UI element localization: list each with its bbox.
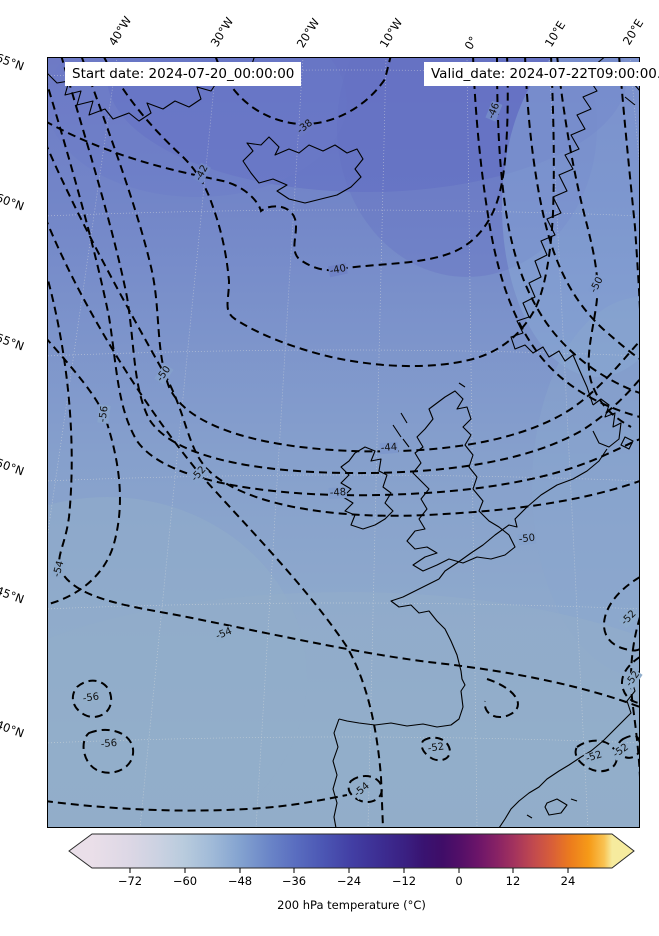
coast-portugal <box>332 718 340 828</box>
colorbar-tick-label-0: 0 <box>455 874 463 888</box>
colorbar-gradient-bar <box>68 833 635 869</box>
coast-great-britain <box>406 390 516 572</box>
map-border <box>47 57 640 828</box>
top-tick-label-10°E: 10°E <box>541 18 569 50</box>
colorbar-tick-label-24: 24 <box>560 874 576 888</box>
coast-iceland <box>242 136 364 204</box>
left-tick-label-40°N: 40°N <box>0 717 27 741</box>
temperature-contour-lines <box>47 57 640 828</box>
top-tick-label-10°W: 10°W <box>376 15 406 51</box>
map-canvas <box>47 57 640 828</box>
colorbar-tickmarks <box>129 868 569 873</box>
colorbar-tick-label-−48: −48 <box>227 874 253 888</box>
top-tick-label-30°W: 30°W <box>207 14 237 50</box>
map-axes: -38 -40 -42 -46 -44 -48 -50 -52 -56 -54 -50 -50 -54-… <box>47 57 659 828</box>
colorbar-tick-label-−60: −60 <box>172 874 198 888</box>
coast-mallorca <box>544 798 568 816</box>
coast-norway <box>510 57 606 406</box>
contour-label-minus44: -44 <box>379 441 399 455</box>
colorbar-axis-label: 200 hPa temperature (°C) <box>277 898 426 912</box>
colorbar-tick-label-12: 12 <box>505 874 521 888</box>
coast-ireland <box>340 446 394 530</box>
colorbar-tick-label-−36: −36 <box>281 874 307 888</box>
left-tick-label-45°N: 45°N <box>0 583 27 607</box>
top-tick-label-40°W: 40°W <box>105 13 135 49</box>
top-tick-label-20°E: 20°E <box>619 16 647 48</box>
colorbar-tick-label-−72: −72 <box>117 874 143 888</box>
temperature-fill-field <box>47 57 640 828</box>
colorbar-tick-label-−12: −12 <box>391 874 417 888</box>
contour-label-minus48: -48 <box>328 487 348 499</box>
colorbar-tick-label-−24: −24 <box>336 874 362 888</box>
top-tick-label-20°W: 20°W <box>293 15 323 51</box>
left-tick-label-65°N: 65°N <box>0 50 27 74</box>
coast-denmark <box>592 398 622 448</box>
left-tick-label-55°N: 55°N <box>0 330 27 354</box>
left-tick-label-50°N: 50°N <box>0 455 27 479</box>
start-date-annotation: Start date: 2024-07-20_00:00:00 <box>65 62 302 86</box>
contour-label-minus50: -50 <box>517 532 537 546</box>
top-tick-label-0°: 0° <box>461 33 481 53</box>
coast-north-sea <box>438 448 608 580</box>
colorbar <box>68 833 635 873</box>
contour-label-minus56: -56 <box>99 737 119 751</box>
left-tick-label-60°N: 60°N <box>0 190 27 214</box>
coast-mediterranean <box>498 670 640 828</box>
valid-date-annotation: Valid_date: 2024-07-22T09:00:00.00 <box>424 62 659 86</box>
coast-france-iberia <box>338 578 466 728</box>
